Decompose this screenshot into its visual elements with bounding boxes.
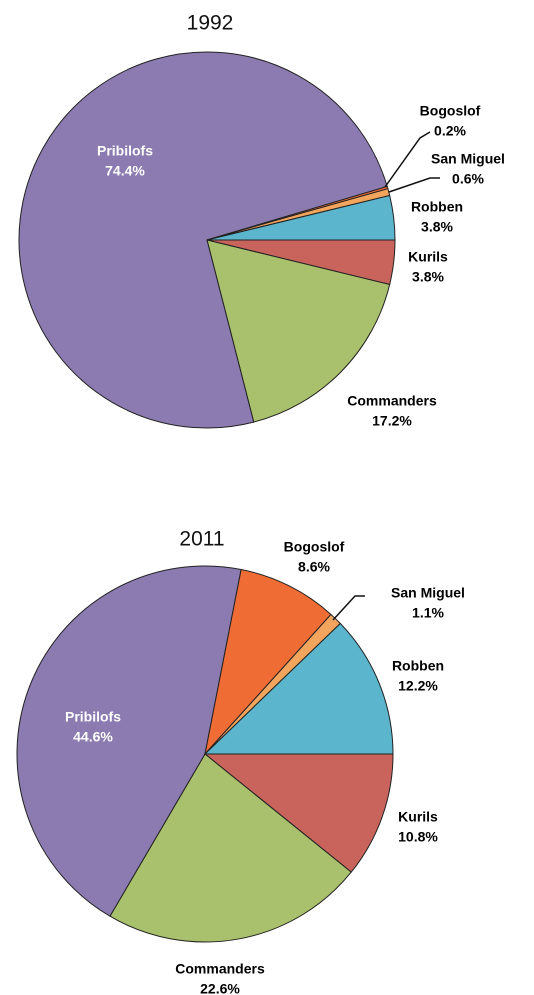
pie-slice bbox=[204, 568, 332, 756]
slice-value-label: 8.6% bbox=[298, 559, 330, 575]
slice-value-label: 3.8% bbox=[412, 269, 444, 285]
slice-label: Kurils bbox=[398, 809, 438, 825]
slice-value-label: 1.1% bbox=[412, 605, 444, 621]
slice-label: Robben bbox=[411, 199, 463, 215]
slice-label: Bogoslof bbox=[420, 103, 481, 119]
slice-value-label: 12.2% bbox=[398, 678, 438, 694]
slice-label: Commanders bbox=[175, 961, 265, 977]
slice-value-label: 0.6% bbox=[452, 171, 484, 187]
pie-slice bbox=[16, 565, 242, 917]
leader-line bbox=[332, 595, 365, 621]
slice-value-label: 22.6% bbox=[200, 981, 240, 995]
slice-label: San Miguel bbox=[431, 151, 505, 167]
slice-label: San Miguel bbox=[391, 585, 465, 601]
slice-value-label: 3.8% bbox=[421, 219, 453, 235]
pie-slice bbox=[206, 239, 391, 423]
chart-title: 1992 bbox=[187, 12, 234, 35]
pie-slice bbox=[203, 622, 394, 755]
slice-value-label: 74.4% bbox=[105, 163, 145, 179]
slice-label: Pribilofs bbox=[97, 143, 153, 159]
slice-value-label: 10.8% bbox=[398, 829, 438, 845]
pie-slice bbox=[203, 753, 394, 873]
pie-slice bbox=[18, 51, 388, 429]
slice-label: Pribilofs bbox=[65, 709, 121, 725]
chart-title: 2011 bbox=[179, 528, 224, 551]
slice-label: Kurils bbox=[408, 249, 448, 265]
slice-label: Robben bbox=[392, 658, 444, 674]
slice-label: Bogoslof bbox=[284, 539, 345, 555]
pie-slice bbox=[206, 194, 396, 241]
leader-line bbox=[384, 131, 431, 188]
slice-value-label: 44.6% bbox=[73, 729, 113, 745]
slice-value-label: 0.2% bbox=[434, 123, 466, 139]
slice-value-label: 17.2% bbox=[372, 413, 412, 429]
slice-label: Commanders bbox=[347, 393, 437, 409]
pie-slice bbox=[109, 753, 352, 943]
leader-line bbox=[388, 177, 440, 193]
